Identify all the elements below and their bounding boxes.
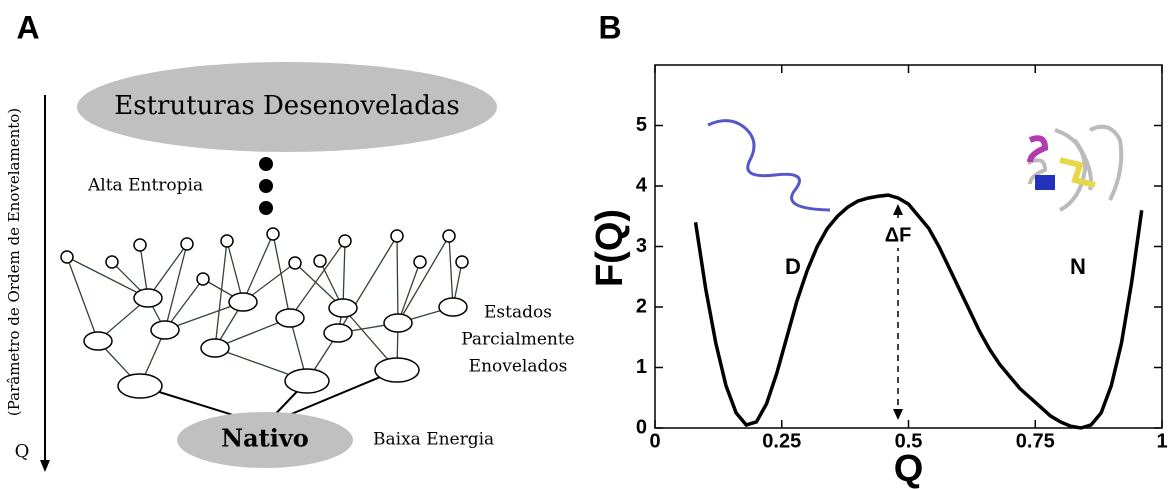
entropy-label: Alta Entropia bbox=[87, 176, 203, 196]
state-node bbox=[201, 339, 229, 357]
x-tick-label: 0 bbox=[649, 430, 660, 452]
state-node bbox=[134, 289, 162, 307]
dot bbox=[259, 157, 273, 171]
state-node bbox=[384, 314, 412, 332]
state-node bbox=[339, 235, 351, 247]
state-node bbox=[324, 324, 352, 342]
dot bbox=[259, 201, 273, 215]
native-protein-helix bbox=[1035, 175, 1055, 190]
partial-label: Enovelados bbox=[469, 357, 568, 377]
state-node bbox=[375, 358, 419, 382]
state-node bbox=[285, 369, 329, 393]
state-node bbox=[197, 273, 209, 285]
energy-label: Baixa Energia bbox=[373, 430, 494, 450]
x-tick-label: 0.75 bbox=[1016, 430, 1055, 452]
state-node bbox=[134, 239, 146, 251]
state-network bbox=[61, 228, 468, 425]
y-axis-label: F(Q) bbox=[589, 209, 631, 287]
y-tick-label: 1 bbox=[636, 356, 647, 378]
q-arrow bbox=[40, 460, 50, 472]
network-edge bbox=[243, 234, 273, 302]
state-node bbox=[329, 299, 357, 317]
native-label: Nativo bbox=[221, 424, 309, 453]
state-node bbox=[314, 255, 326, 267]
q-label: Q bbox=[15, 441, 30, 462]
state-node bbox=[439, 298, 467, 316]
y-tick-label: 4 bbox=[636, 174, 648, 196]
state-node bbox=[276, 309, 304, 327]
state-node bbox=[229, 293, 257, 311]
annotation: N bbox=[1070, 254, 1086, 279]
state-node bbox=[456, 256, 468, 268]
unfolded-label: Estruturas Desenoveladas bbox=[114, 91, 459, 121]
x-tick-label: 0.25 bbox=[762, 430, 801, 452]
network-edge bbox=[449, 236, 453, 307]
network-edge bbox=[273, 234, 290, 318]
arrow-head bbox=[893, 409, 903, 420]
state-node bbox=[391, 230, 403, 242]
y-tick-label: 3 bbox=[636, 235, 647, 257]
partial-label: Estados bbox=[484, 303, 552, 323]
state-node bbox=[414, 256, 426, 268]
network-edge bbox=[67, 257, 98, 341]
state-node bbox=[221, 235, 233, 247]
x-tick-label: 1 bbox=[1156, 430, 1167, 452]
state-node bbox=[118, 374, 162, 398]
x-axis-label: Q bbox=[894, 448, 924, 489]
state-node bbox=[443, 230, 455, 242]
state-node bbox=[151, 321, 179, 339]
state-node bbox=[181, 238, 193, 250]
y-tick-label: 0 bbox=[636, 416, 647, 438]
unfolded-protein bbox=[708, 121, 830, 210]
state-node bbox=[84, 332, 112, 350]
state-node bbox=[267, 228, 279, 240]
q-axis-label: (Parâmetro de Ordem de Enovelamento) bbox=[5, 108, 23, 416]
state-node bbox=[61, 251, 73, 263]
y-tick-label: 5 bbox=[636, 114, 647, 136]
free-energy-curve bbox=[696, 195, 1142, 428]
state-node bbox=[289, 257, 301, 269]
dot bbox=[259, 179, 273, 193]
panel-label: A bbox=[16, 9, 39, 45]
y-tick-label: 2 bbox=[636, 295, 647, 317]
state-node bbox=[106, 256, 118, 268]
partial-label: Parcialmente bbox=[461, 330, 575, 350]
network-edge bbox=[165, 244, 187, 330]
figure: A B Estruturas Desenoveladas Alta Entrop… bbox=[0, 0, 1176, 489]
network-edge bbox=[343, 241, 345, 308]
network-edge bbox=[397, 236, 398, 323]
arrow-head bbox=[893, 204, 903, 215]
panel-label: B bbox=[598, 9, 621, 45]
annotation: D bbox=[785, 254, 801, 279]
annotation: ΔF bbox=[885, 224, 912, 246]
